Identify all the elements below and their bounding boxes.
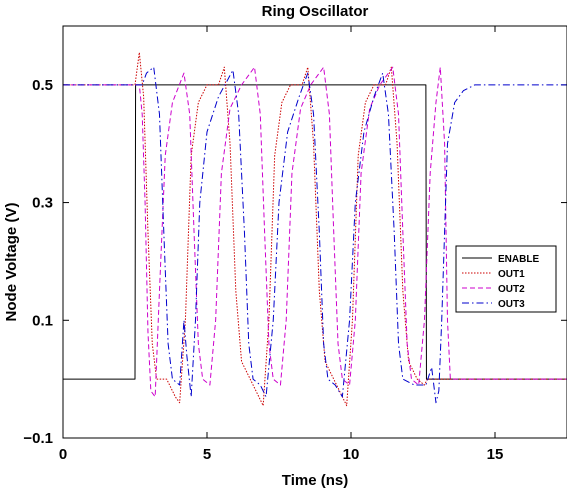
y-tick-label: 0.5 (32, 77, 53, 94)
y-tick-label: −0.1 (23, 430, 53, 447)
plot-frame (62, 25, 567, 439)
legend: ENABLE OUT1 OUT2 OUT3 (455, 245, 557, 313)
x-tick-label: 5 (203, 446, 211, 463)
y-tick-label: 0.1 (32, 312, 53, 329)
legend-label-out2: OUT2 (498, 284, 525, 295)
series-layer (63, 51, 567, 407)
axis-ticks (62, 26, 567, 439)
x-tick-label: 10 (343, 446, 360, 463)
x-tick-label: 0 (59, 446, 67, 463)
series-line-out3 (63, 66, 567, 404)
y-axis-label: Node Voltage (V) (3, 203, 20, 322)
axis-tick-labels: 0 5 10 15 −0.1 0.1 0.3 0.5 (23, 77, 503, 463)
series-line-out2 (63, 66, 567, 398)
legend-label-out1: OUT1 (498, 269, 525, 280)
legend-box (455, 245, 557, 313)
chart-title: Ring Oscillator (262, 3, 369, 20)
series-line-out1 (63, 51, 567, 407)
series-line-enable (63, 84, 567, 380)
legend-label-enable: ENABLE (498, 254, 539, 265)
x-axis-label: Time (ns) (282, 472, 348, 489)
x-tick-label: 15 (487, 446, 504, 463)
y-tick-label: 0.3 (32, 195, 53, 212)
legend-label-out3: OUT3 (498, 299, 525, 310)
